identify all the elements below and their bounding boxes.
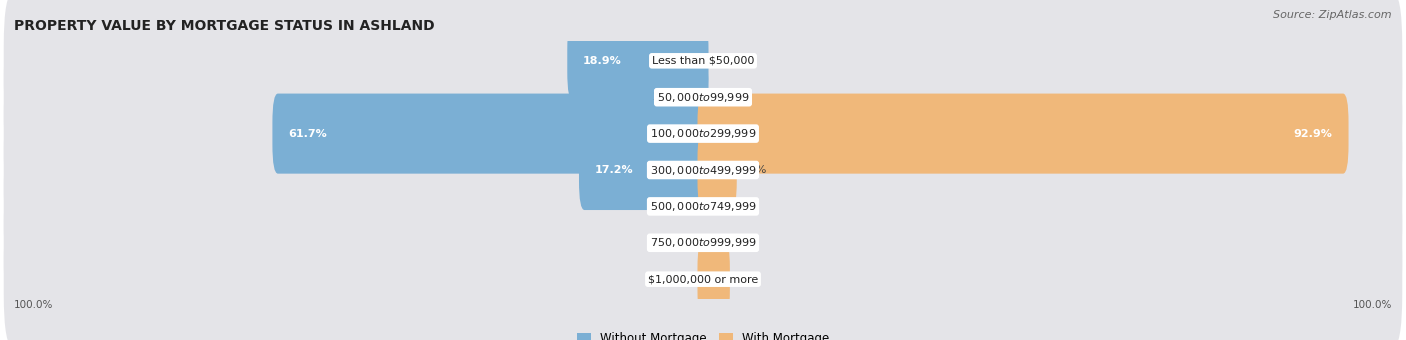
Text: 4.1%: 4.1%	[738, 165, 766, 175]
Text: 17.2%: 17.2%	[595, 165, 634, 175]
Text: 61.7%: 61.7%	[288, 129, 328, 139]
Text: Source: ZipAtlas.com: Source: ZipAtlas.com	[1274, 10, 1392, 20]
Text: 0.0%: 0.0%	[710, 201, 738, 211]
FancyBboxPatch shape	[4, 101, 1402, 239]
FancyBboxPatch shape	[4, 174, 1402, 312]
Text: $300,000 to $499,999: $300,000 to $499,999	[650, 164, 756, 176]
FancyBboxPatch shape	[4, 137, 1402, 275]
Text: $500,000 to $749,999: $500,000 to $749,999	[650, 200, 756, 213]
Text: 0.0%: 0.0%	[668, 274, 696, 284]
Text: 2.2%: 2.2%	[652, 92, 681, 102]
FancyBboxPatch shape	[273, 94, 709, 174]
FancyBboxPatch shape	[4, 65, 1402, 203]
FancyBboxPatch shape	[697, 239, 730, 319]
FancyBboxPatch shape	[4, 210, 1402, 340]
Legend: Without Mortgage, With Mortgage: Without Mortgage, With Mortgage	[572, 328, 834, 340]
Text: 0.0%: 0.0%	[710, 92, 738, 102]
Text: 0.0%: 0.0%	[668, 238, 696, 248]
FancyBboxPatch shape	[697, 94, 1348, 174]
Text: $50,000 to $99,999: $50,000 to $99,999	[657, 91, 749, 104]
Text: PROPERTY VALUE BY MORTGAGE STATUS IN ASHLAND: PROPERTY VALUE BY MORTGAGE STATUS IN ASH…	[14, 19, 434, 33]
Text: 0.0%: 0.0%	[710, 238, 738, 248]
Text: $100,000 to $299,999: $100,000 to $299,999	[650, 127, 756, 140]
Text: 0.0%: 0.0%	[668, 201, 696, 211]
FancyBboxPatch shape	[4, 0, 1402, 130]
Text: 0.0%: 0.0%	[710, 56, 738, 66]
Text: 18.9%: 18.9%	[583, 56, 621, 66]
Text: 3.1%: 3.1%	[731, 274, 759, 284]
Text: 92.9%: 92.9%	[1294, 129, 1333, 139]
FancyBboxPatch shape	[4, 28, 1402, 166]
FancyBboxPatch shape	[579, 130, 709, 210]
Text: $1,000,000 or more: $1,000,000 or more	[648, 274, 758, 284]
FancyBboxPatch shape	[697, 130, 737, 210]
Text: 100.0%: 100.0%	[1353, 300, 1392, 310]
Text: Less than $50,000: Less than $50,000	[652, 56, 754, 66]
Text: 100.0%: 100.0%	[14, 300, 53, 310]
FancyBboxPatch shape	[567, 21, 709, 101]
FancyBboxPatch shape	[682, 57, 709, 137]
Text: $750,000 to $999,999: $750,000 to $999,999	[650, 236, 756, 249]
